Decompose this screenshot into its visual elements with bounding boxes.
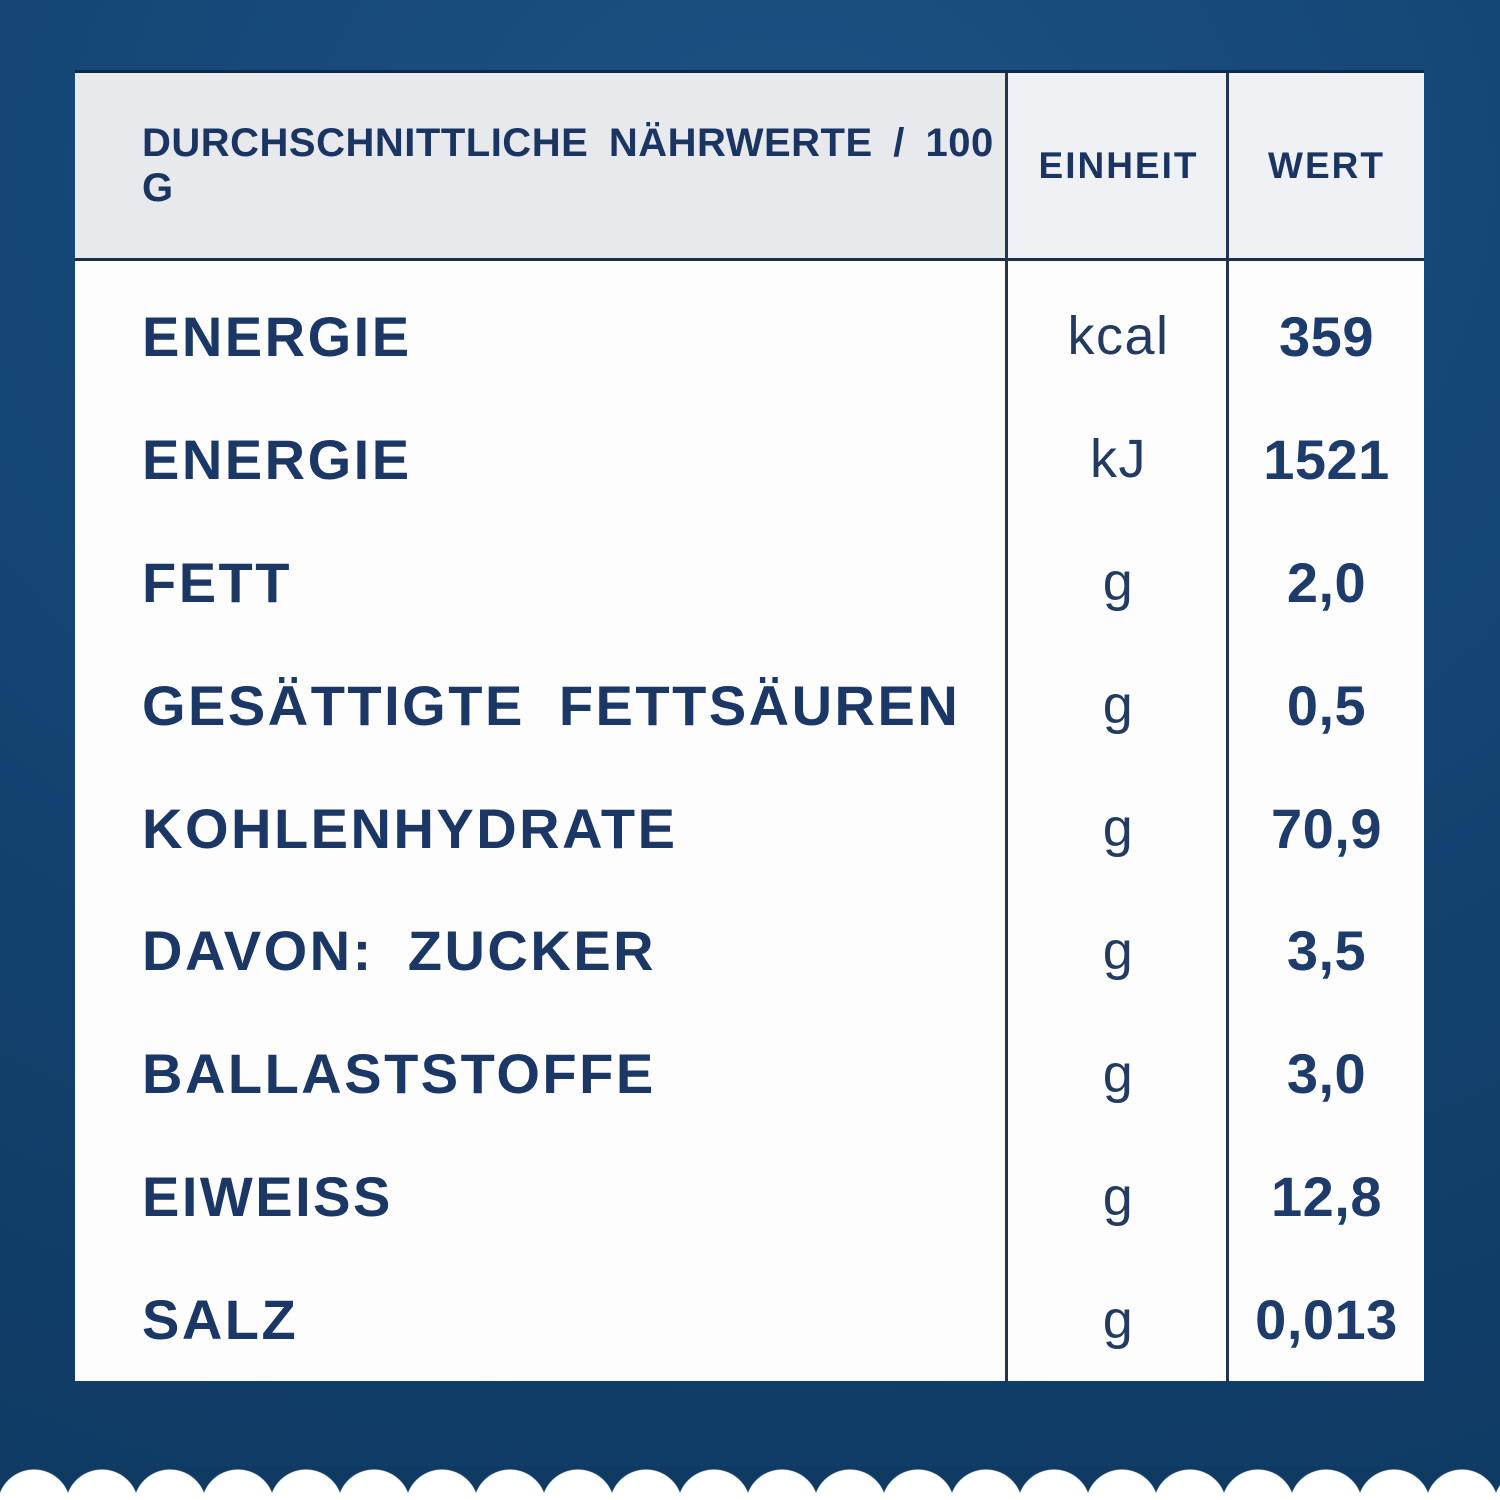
nutrient-value: 3,5 [1286, 919, 1367, 983]
table-row: KOHLENHYDRATE g 70,9 [75, 767, 1424, 890]
column-divider-1 [1005, 73, 1008, 1381]
nutrient-value: 359 [1279, 304, 1374, 368]
header-value: WERT [1229, 73, 1424, 258]
nutrient-unit: g [1102, 798, 1135, 858]
table-row: ENERGIE kJ 1521 [75, 398, 1424, 521]
nutrient-unit: g [1102, 920, 1135, 981]
nutrient-name: FETT [142, 550, 292, 614]
nutrient-unit: g [1102, 1289, 1135, 1350]
header-unit: EINHEIT [1008, 73, 1229, 258]
nutrient-name: GESÄTTIGTE FETTSÄUREN [142, 673, 961, 737]
table-row: EIWEISS g 12,8 [75, 1135, 1424, 1258]
nutrient-value: 12,8 [1271, 1165, 1382, 1229]
nutrient-unit: g [1102, 675, 1135, 736]
nutrient-value: 2,0 [1286, 550, 1367, 614]
nutrient-unit: g [1102, 552, 1135, 613]
nutrient-value: 3,0 [1286, 1042, 1367, 1106]
table-row: SALZ g 0,013 [75, 1258, 1424, 1381]
nutrient-value: 0,5 [1286, 673, 1367, 737]
nutrition-table: DURCHSCHNITTLICHE NÄHRWERTE / 100 G EINH… [75, 70, 1424, 1381]
header-nutrients: DURCHSCHNITTLICHE NÄHRWERTE / 100 G [75, 73, 1008, 258]
table-row: GESÄTTIGTE FETTSÄUREN g 0,5 [75, 644, 1424, 767]
table-row: FETT g 2,0 [75, 521, 1424, 644]
nutrient-name: ENERGIE [142, 304, 412, 368]
nutrient-name: SALZ [142, 1288, 299, 1352]
table-row: BALLASTSTOFFE g 3,0 [75, 1012, 1424, 1135]
nutrient-unit: g [1102, 1043, 1135, 1104]
scalloped-bottom-edge [0, 1466, 1500, 1500]
table-body: ENERGIE kcal 359 ENERGIE kJ 1521 FETT g … [75, 261, 1424, 1381]
nutrient-unit: g [1102, 1166, 1135, 1227]
table-row: ENERGIE kcal 359 [75, 275, 1424, 398]
table-header-row: DURCHSCHNITTLICHE NÄHRWERTE / 100 G EINH… [75, 73, 1424, 261]
nutrient-name: KOHLENHYDRATE [142, 796, 678, 860]
nutrient-name: EIWEISS [142, 1165, 393, 1229]
nutrient-name: DAVON: ZUCKER [142, 919, 657, 983]
nutrient-unit: kJ [1090, 429, 1147, 490]
nutrient-value: 1521 [1263, 427, 1390, 491]
nutrient-value: 70,9 [1271, 796, 1382, 860]
nutrient-name: BALLASTSTOFFE [142, 1042, 656, 1106]
column-divider-2 [1226, 73, 1229, 1381]
table-row: DAVON: ZUCKER g 3,5 [75, 889, 1424, 1012]
nutrient-unit: kcal [1067, 306, 1170, 367]
nutrient-name: ENERGIE [142, 427, 412, 491]
nutrient-value: 0,013 [1255, 1288, 1398, 1352]
